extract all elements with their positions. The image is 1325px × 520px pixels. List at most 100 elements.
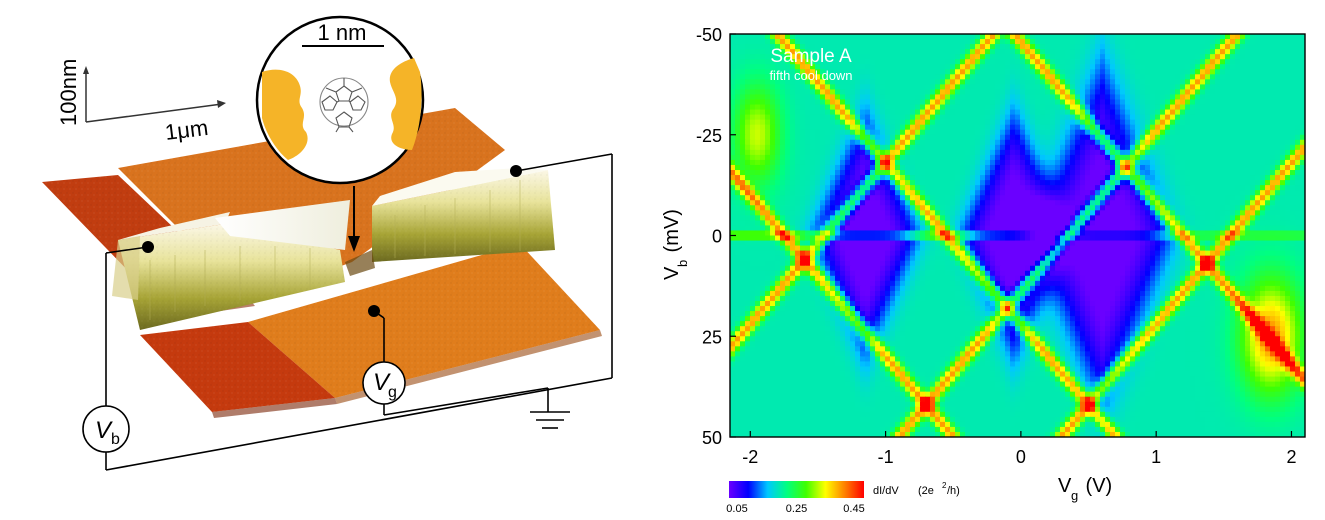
heatmap-cell	[1105, 59, 1111, 65]
heatmap-cell	[880, 89, 886, 96]
heatmap-cell	[840, 144, 846, 151]
heatmap-cell	[1015, 89, 1021, 96]
heatmap-cell	[1140, 84, 1146, 91]
heatmap-cell	[1185, 124, 1191, 131]
heatmap-cell	[1055, 64, 1061, 70]
heatmap-cell	[1170, 225, 1176, 232]
heatmap-cell	[740, 54, 746, 60]
heatmap-cell	[1160, 220, 1166, 227]
heatmap-cell	[880, 225, 886, 232]
heatmap-cell	[1160, 154, 1166, 161]
heatmap-cell	[775, 89, 781, 96]
heatmap-cell	[1035, 215, 1041, 221]
heatmap-cell	[825, 39, 831, 45]
heatmap-cell	[1275, 180, 1281, 186]
heatmap-cell	[760, 210, 766, 216]
heatmap-cell	[775, 220, 781, 227]
heatmap-cell	[980, 119, 986, 126]
heatmap-cell	[1065, 144, 1071, 151]
heatmap-cell	[1085, 180, 1091, 186]
heatmap-cell	[1045, 59, 1051, 65]
heatmap-cell	[1225, 154, 1231, 161]
heatmap-cell	[1035, 114, 1041, 121]
heatmap-cell	[755, 134, 761, 141]
heatmap-cell	[1040, 109, 1046, 116]
heatmap-cell	[795, 205, 801, 211]
heatmap-cell	[1205, 89, 1211, 96]
heatmap-cell	[835, 104, 841, 111]
heatmap-cell	[1025, 39, 1031, 45]
heatmap-cell	[1270, 164, 1276, 171]
heatmap-cell	[870, 200, 876, 206]
heatmap-cell	[1125, 200, 1131, 206]
heatmap-cell	[925, 205, 931, 211]
heatmap-cell	[820, 235, 826, 242]
heatmap-cell	[1125, 159, 1131, 166]
heatmap-cell	[795, 164, 801, 171]
heatmap-cell	[1280, 245, 1286, 252]
heatmap-cell	[835, 139, 841, 146]
heatmap-cell	[750, 235, 756, 242]
heatmap-cell	[935, 94, 941, 101]
heatmap-cell	[1035, 54, 1041, 60]
heatmap-cell	[1290, 109, 1296, 116]
heatmap-cell	[1240, 180, 1246, 186]
heatmap-cell	[850, 240, 856, 247]
heatmap-cell	[855, 190, 861, 196]
heatmap-cell	[1190, 54, 1196, 60]
heatmap-cell	[1205, 34, 1211, 40]
heatmap-cell	[870, 134, 876, 141]
heatmap-cell	[910, 64, 916, 70]
heatmap-cell	[755, 84, 761, 91]
heatmap-cell	[1260, 34, 1266, 40]
heatmap-cell	[730, 119, 736, 126]
heatmap-cell	[795, 180, 801, 186]
heatmap-cell	[1085, 129, 1091, 136]
heatmap-cell	[1115, 39, 1121, 45]
heatmap-cell	[960, 170, 966, 176]
heatmap-cell	[895, 164, 901, 171]
heatmap-cell	[820, 114, 826, 121]
heatmap-cell	[1225, 185, 1231, 191]
heatmap-cell	[1245, 144, 1251, 151]
heatmap-cell	[1100, 235, 1106, 242]
heatmap-cell	[905, 240, 911, 247]
heatmap-cell	[760, 99, 766, 106]
heatmap-cell	[870, 94, 876, 101]
heatmap-cell	[935, 34, 941, 40]
heatmap-cell	[985, 129, 991, 136]
heatmap-cell	[910, 149, 916, 156]
heatmap-cell	[1265, 109, 1271, 116]
heatmap-cell	[1120, 84, 1126, 91]
heatmap-cell	[865, 119, 871, 126]
heatmap-cell	[780, 185, 786, 191]
heatmap-cell	[780, 114, 786, 121]
heatmap-cell	[860, 114, 866, 121]
heatmap-cell	[815, 245, 821, 252]
heatmap-cell	[755, 139, 761, 146]
heatmap-cell	[890, 240, 896, 247]
heatmap-cell	[1075, 159, 1081, 166]
heatmap-cell	[995, 114, 1001, 121]
heatmap-cell	[900, 124, 906, 131]
heatmap-cell	[740, 149, 746, 156]
heatmap-cell	[1225, 210, 1231, 216]
heatmap-cell	[1075, 139, 1081, 146]
heatmap-cell	[840, 149, 846, 156]
heatmap-cell	[905, 154, 911, 161]
heatmap-cell	[835, 235, 841, 242]
heatmap-cell	[945, 170, 951, 176]
heatmap-cell	[945, 34, 951, 40]
heatmap-cell	[1095, 240, 1101, 247]
heatmap-cell	[805, 170, 811, 176]
heatmap-cell	[1090, 64, 1096, 70]
heatmap-cell	[920, 170, 926, 176]
heatmap-cell	[1180, 109, 1186, 116]
heatmap-cell	[810, 210, 816, 216]
heatmap-cell	[1155, 119, 1161, 126]
heatmap-cell	[1030, 89, 1036, 96]
heatmap-cell	[1060, 185, 1066, 191]
heatmap-cell	[1245, 245, 1251, 252]
heatmap-cell	[1240, 225, 1246, 232]
heatmap-cell	[1160, 205, 1166, 211]
